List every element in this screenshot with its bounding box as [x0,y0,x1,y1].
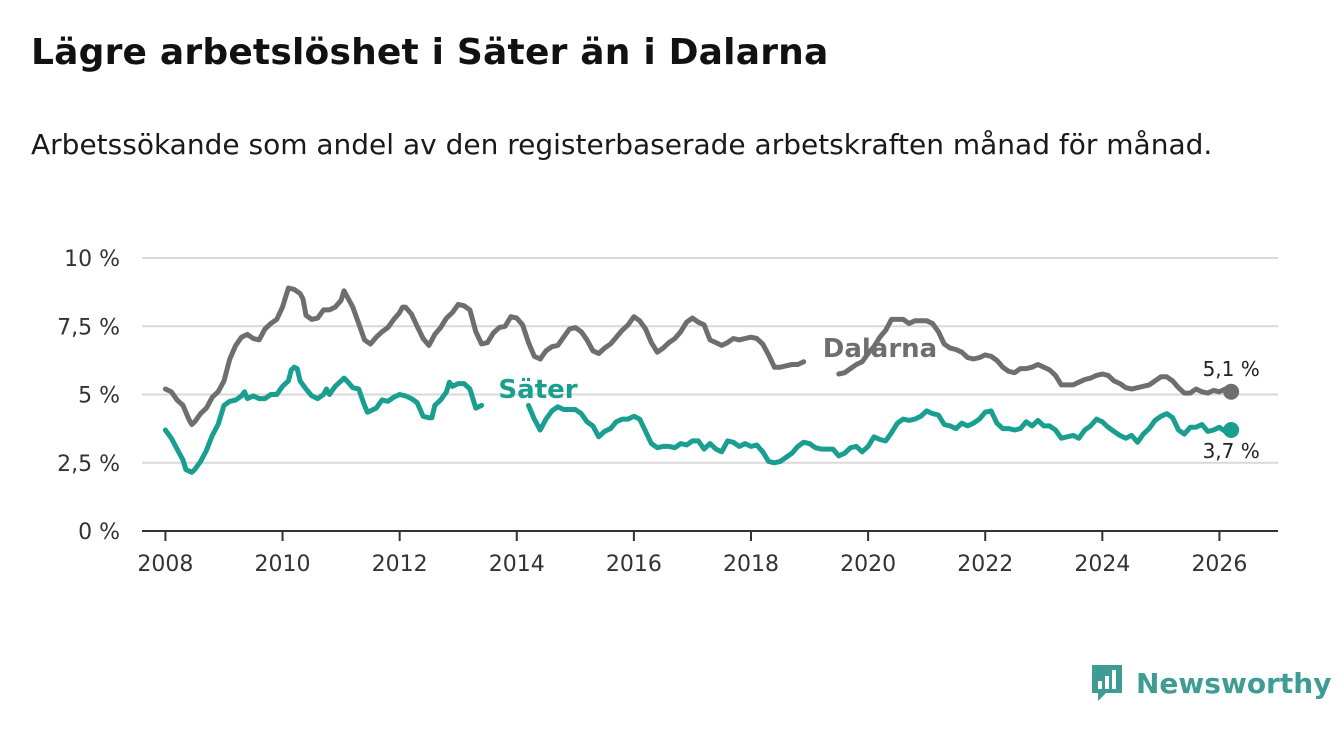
grid-layer: 0 % 2,5 % 5 % 7,5 % 10 % [57,247,1278,545]
x-tick-label: 2022 [957,552,1013,577]
series-line [162,285,807,427]
y-tick-label: 7,5 % [57,315,120,340]
x-tick-label: 2014 [489,552,545,577]
series-name-label: Säter [498,375,577,405]
x-tick-label: 2026 [1191,552,1247,577]
x-tick-label: 2024 [1074,552,1130,577]
newsworthy-logo[interactable]: Newsworthy [1090,660,1331,706]
x-tick-label: 2020 [840,552,896,577]
x-tick-label: 2012 [372,552,428,577]
y-tick-label: 0 % [78,520,120,545]
brand-name: Newsworthy [1136,666,1332,700]
series-line [526,402,1234,466]
chart-subtitle: Arbetssökande som andel av den registerb… [31,128,1213,161]
chart-title: Lägre arbetslöshet i Säter än i Dalarna [31,32,829,73]
end-value-label: 3,7 % [1203,439,1260,463]
series-end-marker [1223,421,1240,438]
series-ster [162,364,1240,475]
y-tick-label: 5 % [78,384,120,409]
end-value-label: 5,1 % [1203,357,1260,381]
series-line [836,316,1234,396]
x-axis: 2008 2010 2012 2014 2016 2018 2020 2022 2024 2026 [137,530,1278,577]
x-tick-label: 2016 [606,552,662,577]
series-dalarna [162,285,1240,427]
x-tick-label: 2008 [137,552,193,577]
y-tick-label: 10 % [64,247,120,272]
y-tick-label: 2,5 % [57,452,120,477]
series-layer [162,285,1240,475]
bar-chart-logo-icon [1092,665,1122,701]
x-tick-label: 2018 [723,552,779,577]
label-layer: 5,1 % Dalarna 3,7 % Säter [498,334,1259,463]
x-tick-label: 2010 [255,552,311,577]
series-end-marker [1223,383,1240,400]
series-name-label: Dalarna [823,334,937,364]
series-line [162,364,485,475]
